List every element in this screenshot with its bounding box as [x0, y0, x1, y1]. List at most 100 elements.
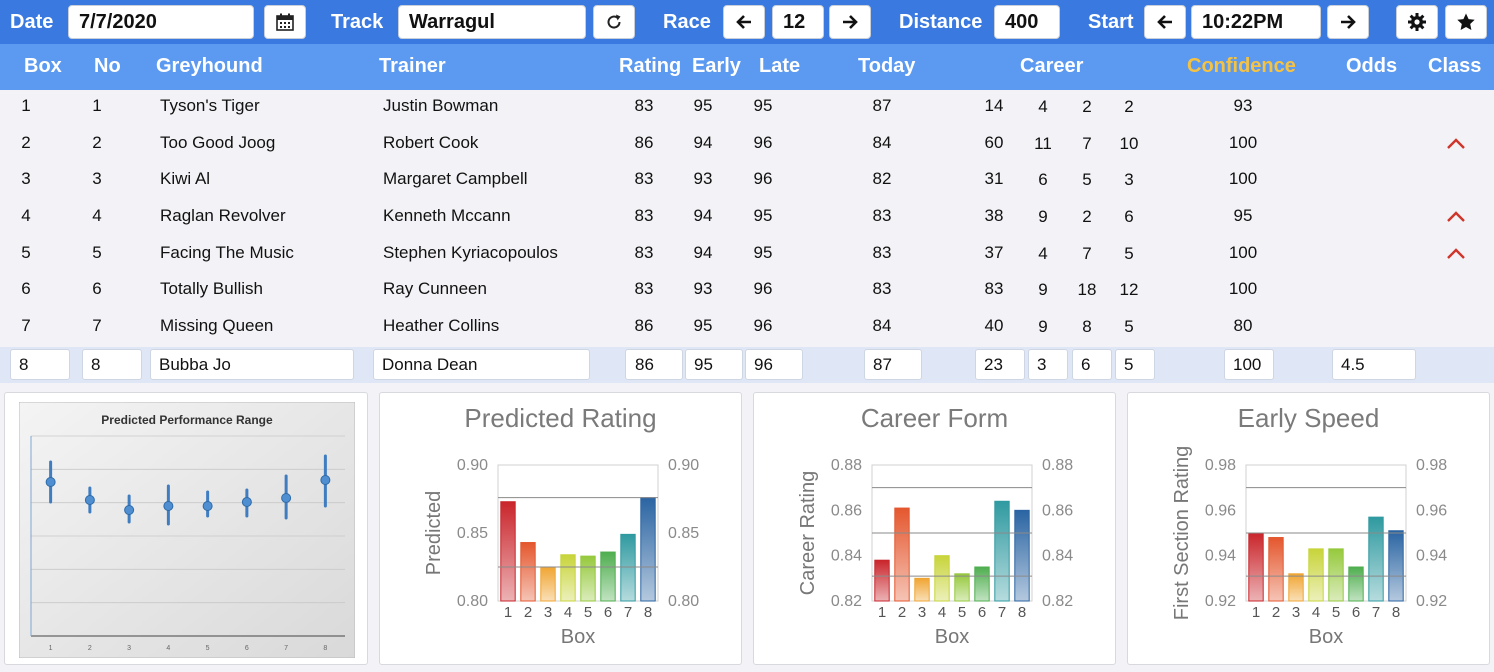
x-tick-label: 2	[1272, 604, 1280, 621]
cell-career-seconds: 8	[1082, 317, 1092, 336]
edit-greyhound-input[interactable]: Bubba Jo	[150, 349, 354, 380]
range-point	[163, 501, 174, 511]
y-tick-label-left: 0.92	[1205, 593, 1236, 610]
cell-career-seconds: 7	[1082, 134, 1092, 153]
cell-late: 95	[753, 206, 773, 225]
career-form-panel: Career Form 1 2 3 4 5 6 7 8 0.82 0.82 0.84 0.84 0.86…	[753, 392, 1116, 665]
table-row[interactable]: 4 4 Raglan Revolver Kenneth Mccann 83 94 95 83 3…	[0, 198, 1494, 235]
range-point	[281, 493, 292, 503]
y-tick-label-left: 0.86	[831, 502, 862, 519]
cell-confidence: 95	[1233, 206, 1253, 225]
col-late[interactable]: Late	[759, 55, 801, 77]
star-icon	[1457, 13, 1475, 30]
cell-trainer: Justin Bowman	[383, 96, 499, 115]
cell-career-wins: 6	[1038, 170, 1048, 189]
x-tick-label: 7	[284, 645, 288, 652]
edit-confidence-input[interactable]: 100	[1224, 349, 1274, 380]
table-row[interactable]: 2 2 Too Good Joog Robert Cook 86 94 96 84 60 11 7 1…	[0, 125, 1494, 162]
cell-confidence: 100	[1228, 279, 1258, 298]
distance-input[interactable]: 400	[994, 5, 1060, 39]
arrow-left-icon	[1157, 15, 1172, 29]
race-input[interactable]: 12	[772, 5, 824, 39]
cell-rating: 83	[634, 169, 654, 188]
cell-career-thirds: 5	[1124, 244, 1134, 263]
cell-career-starts: 40	[984, 316, 1004, 335]
cell-late: 95	[753, 243, 773, 262]
x-tick-label: 4	[1312, 604, 1320, 621]
cell-career-wins: 4	[1038, 244, 1048, 263]
col-early[interactable]: Early	[692, 55, 741, 77]
cell-career-thirds: 3	[1124, 170, 1134, 189]
race-prev-button[interactable]	[723, 5, 765, 39]
y-tick-label-right: 0.92	[1416, 593, 1447, 610]
col-today[interactable]: Today	[858, 55, 916, 77]
table-row[interactable]: 5 5 Facing The Music Stephen Kyriacopoulos 8…	[0, 235, 1494, 272]
y-tick-label-right: 0.84	[1042, 548, 1073, 565]
table-row[interactable]: 1 1 Tyson's Tiger Justin Bowman 83 95 95 87 14 4 2…	[0, 88, 1494, 125]
edit-career-wins-input[interactable]: 3	[1028, 349, 1068, 380]
edit-early-input[interactable]: 95	[685, 349, 743, 380]
x-axis-label: Box	[1309, 626, 1343, 648]
x-tick-label: 7	[624, 604, 632, 621]
cell-career-thirds: 5	[1124, 317, 1134, 336]
col-odds[interactable]: Odds	[1346, 55, 1398, 77]
cell-late: 96	[753, 133, 773, 152]
col-trainer[interactable]: Trainer	[379, 55, 446, 77]
cell-odds	[1340, 235, 1380, 272]
table-header: Box No Greyhound Trainer Rating Early La…	[0, 44, 1494, 90]
cell-career-starts: 60	[984, 133, 1004, 152]
edit-rating-input[interactable]: 86	[625, 349, 683, 380]
cell-odds	[1340, 271, 1380, 308]
col-rating[interactable]: Rating	[619, 55, 682, 77]
edit-today-input[interactable]: 87	[864, 349, 922, 380]
edit-box-input[interactable]: 8	[10, 349, 70, 380]
col-greyhound[interactable]: Greyhound	[156, 55, 263, 77]
bar-box-1	[1248, 532, 1264, 602]
start-prev-button[interactable]	[1144, 5, 1186, 39]
table-row[interactable]: 3 3 Kiwi Al Margaret Campbell 83 93 96 82 31 6 5 3 1…	[0, 161, 1494, 198]
start-time-input[interactable]: 10:22PM	[1191, 5, 1321, 39]
x-tick-label: 1	[878, 604, 886, 621]
edit-trainer-input[interactable]: Donna Dean	[373, 349, 590, 380]
edit-late-input[interactable]: 96	[745, 349, 803, 380]
edit-odds-input[interactable]: 4.5	[1332, 349, 1416, 380]
cell-early: 94	[693, 206, 713, 225]
favorite-button[interactable]	[1445, 5, 1487, 39]
table-row[interactable]: 7 7 Missing Queen Heather Collins 86 95 96 84 40…	[0, 308, 1494, 345]
refresh-button[interactable]	[593, 5, 635, 39]
edit-career-starts-input[interactable]: 23	[975, 349, 1025, 380]
cell-career-starts: 14	[984, 96, 1004, 115]
cell-greyhound: Facing The Music	[160, 243, 294, 262]
date-input[interactable]: 7/7/2020	[68, 5, 254, 39]
calendar-button[interactable]	[264, 5, 306, 39]
cell-rating: 83	[634, 279, 654, 298]
edit-career-thirds-input[interactable]: 5	[1115, 349, 1155, 380]
col-no[interactable]: No	[94, 55, 121, 77]
table-row[interactable]: 6 6 Totally Bullish Ray Cunneen 83 93 96 83 83 9 1…	[0, 271, 1494, 308]
col-class[interactable]: Class	[1428, 55, 1482, 77]
x-tick-label: 3	[544, 604, 552, 621]
track-input[interactable]: Warragul	[398, 5, 586, 39]
chart-title: Predicted Rating	[464, 403, 657, 433]
col-career[interactable]: Career	[1020, 55, 1084, 77]
settings-button[interactable]	[1396, 5, 1438, 39]
start-next-button[interactable]	[1327, 5, 1369, 39]
col-confidence[interactable]: Confidence	[1187, 55, 1296, 77]
x-tick-label: 7	[998, 604, 1006, 621]
x-tick-label: 6	[1352, 604, 1360, 621]
bar-box-1	[500, 501, 516, 602]
class-up-icon	[1447, 138, 1465, 149]
y-tick-label-left: 0.94	[1205, 548, 1236, 565]
predicted-rating-panel: Predicted Rating 1 2 3 4 5 6 7 8 0.80 0.80 0.85 0.8…	[379, 392, 742, 665]
arrow-right-icon	[1341, 15, 1356, 29]
cell-rating: 86	[634, 133, 654, 152]
x-tick-label: 8	[1392, 604, 1400, 621]
race-next-button[interactable]	[829, 5, 871, 39]
y-tick-label-left: 0.84	[831, 548, 862, 565]
distance-label: Distance	[899, 11, 983, 33]
col-box[interactable]: Box	[24, 55, 62, 77]
x-tick-label: 1	[1252, 604, 1260, 621]
edit-no-input[interactable]: 8	[82, 349, 142, 380]
edit-career-seconds-input[interactable]: 6	[1072, 349, 1112, 380]
